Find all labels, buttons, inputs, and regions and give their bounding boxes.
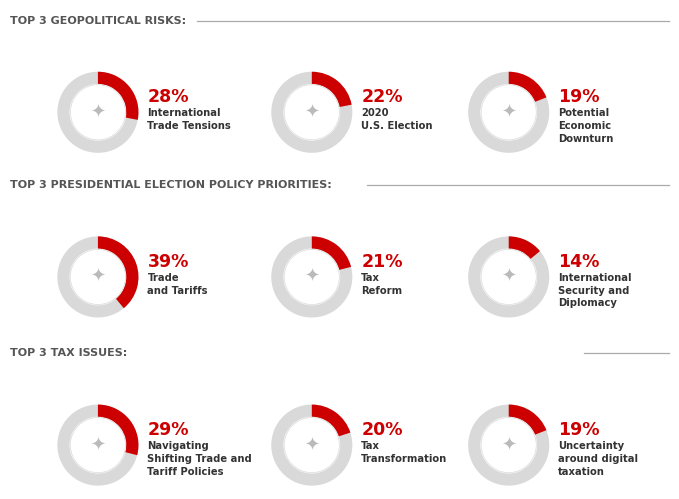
Text: ✦: ✦ (304, 268, 319, 286)
Wedge shape (98, 72, 139, 120)
Text: 19%: 19% (558, 421, 600, 439)
Wedge shape (468, 237, 549, 317)
Wedge shape (312, 72, 352, 107)
Text: ✦: ✦ (90, 268, 105, 286)
Text: 28%: 28% (147, 88, 189, 106)
Text: TOP 3 PRESIDENTIAL ELECTION POLICY PRIORITIES:: TOP 3 PRESIDENTIAL ELECTION POLICY PRIOR… (10, 180, 332, 190)
Text: 39%: 39% (147, 252, 189, 270)
Circle shape (481, 418, 536, 473)
Circle shape (285, 418, 340, 473)
Text: 22%: 22% (361, 88, 403, 106)
Text: Trade
and Tariffs: Trade and Tariffs (147, 273, 208, 296)
Text: Tax
Reform: Tax Reform (361, 273, 403, 296)
Circle shape (285, 85, 340, 140)
Wedge shape (98, 405, 139, 455)
Text: 19%: 19% (558, 88, 600, 106)
Wedge shape (509, 405, 547, 435)
Text: TOP 3 TAX ISSUES:: TOP 3 TAX ISSUES: (10, 348, 128, 358)
Text: ✦: ✦ (501, 268, 516, 286)
Text: ✦: ✦ (90, 436, 105, 454)
Wedge shape (509, 72, 547, 102)
Wedge shape (468, 405, 549, 486)
Circle shape (71, 250, 126, 304)
Wedge shape (509, 237, 540, 259)
Wedge shape (57, 237, 139, 317)
Wedge shape (468, 72, 549, 153)
Circle shape (285, 250, 340, 304)
Wedge shape (271, 405, 352, 486)
Circle shape (71, 418, 126, 473)
Text: ✦: ✦ (304, 436, 319, 454)
Text: International
Trade Tensions: International Trade Tensions (147, 108, 231, 131)
Circle shape (481, 85, 536, 140)
Text: International
Security and
Diplomacy: International Security and Diplomacy (558, 273, 631, 308)
Text: 2020
U.S. Election: 2020 U.S. Election (361, 108, 433, 131)
Text: Navigating
Shifting Trade and
Tariff Policies: Navigating Shifting Trade and Tariff Pol… (147, 441, 252, 477)
Wedge shape (57, 405, 139, 486)
Text: Potential
Economic
Downturn: Potential Economic Downturn (558, 108, 614, 144)
Wedge shape (98, 237, 139, 308)
Text: TOP 3 GEOPOLITICAL RISKS:: TOP 3 GEOPOLITICAL RISKS: (10, 16, 186, 26)
Wedge shape (57, 72, 139, 153)
Text: 20%: 20% (361, 421, 403, 439)
Text: Uncertainty
around digital
taxation: Uncertainty around digital taxation (558, 441, 638, 477)
Wedge shape (271, 237, 352, 317)
Text: ✦: ✦ (501, 103, 516, 121)
Text: ✦: ✦ (501, 436, 516, 454)
Text: Tax
Transformation: Tax Transformation (361, 441, 447, 464)
Text: ✦: ✦ (304, 103, 319, 121)
Text: 29%: 29% (147, 421, 189, 439)
Text: 14%: 14% (558, 252, 600, 270)
Wedge shape (312, 237, 351, 270)
Text: 21%: 21% (361, 252, 403, 270)
Wedge shape (271, 72, 352, 153)
Text: ✦: ✦ (90, 103, 105, 121)
Circle shape (71, 85, 126, 140)
Wedge shape (312, 405, 350, 436)
Circle shape (481, 250, 536, 304)
